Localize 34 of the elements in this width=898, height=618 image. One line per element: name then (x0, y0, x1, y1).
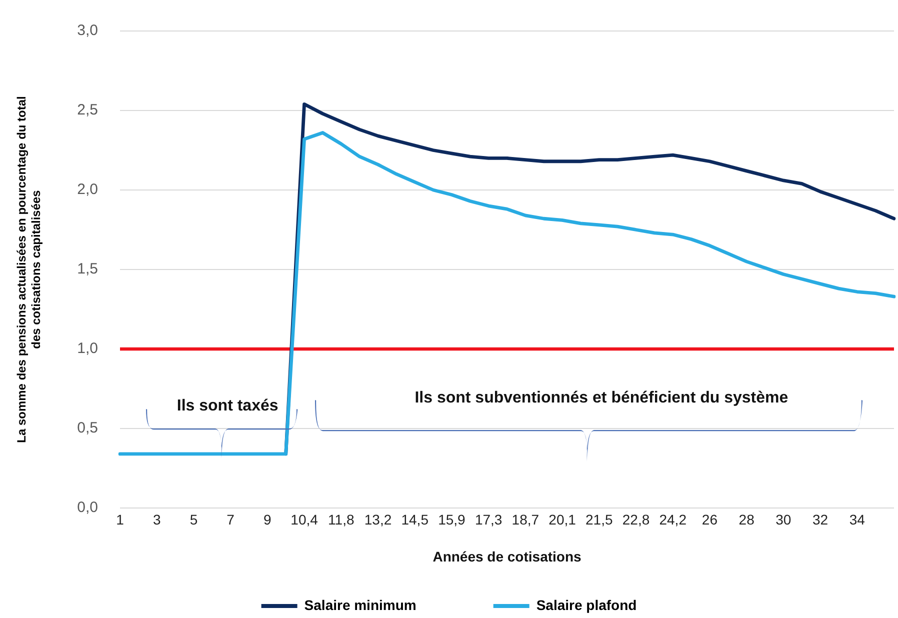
x-tick-label: 13,2 (364, 511, 392, 528)
x-tick-label: 24,2 (659, 511, 687, 528)
y-tick-label: 3,0 (77, 22, 98, 40)
x-axis-title: Années de cotisations (432, 548, 582, 564)
x-tick-label: 22,8 (622, 511, 650, 528)
x-tick-label: 14,5 (401, 511, 429, 528)
x-tick-label: 21,5 (586, 511, 613, 528)
y-tick-label: 2,5 (77, 102, 98, 119)
x-tick-label: 28 (738, 511, 755, 528)
x-tick-label: 26 (702, 511, 718, 528)
x-tick-label: 10,4 (290, 511, 318, 528)
legend-label: Salaire minimum (304, 596, 416, 613)
y-tick-label: 0,5 (77, 420, 98, 437)
x-tick-label: 34 (849, 511, 866, 528)
x-tick-label: 18,7 (512, 511, 540, 528)
annotation: Ils sont subventionnés et bénéficient du système (414, 390, 788, 407)
annotation: Ils sont taxés (176, 397, 278, 414)
x-tick-label: 20,1 (548, 511, 576, 528)
y-tick-label: 0,0 (77, 499, 98, 516)
x-tick-label: 30 (776, 511, 792, 528)
x-tick-label: 7 (226, 511, 235, 528)
y-tick-label: 1,5 (77, 260, 98, 278)
x-tick-label: 3 (152, 511, 161, 528)
y-tick-label: 2,0 (77, 181, 98, 198)
x-tick-label: 11,8 (328, 511, 354, 528)
legend-label: Salaire plafond (536, 596, 637, 613)
x-tick-label: 17,3 (474, 511, 502, 528)
x-tick-label: 9 (264, 511, 272, 528)
x-tick-label: 5 (190, 511, 198, 528)
x-tick-label: 15,9 (438, 511, 466, 528)
y-tick-label: 1,0 (77, 340, 98, 358)
y-axis-title: La somme des pensions actualisées en pourcentage du total des cotisations capitalisées (14, 96, 43, 443)
x-tick-label: 1 (116, 511, 124, 528)
x-tick-label: 32 (812, 511, 828, 528)
